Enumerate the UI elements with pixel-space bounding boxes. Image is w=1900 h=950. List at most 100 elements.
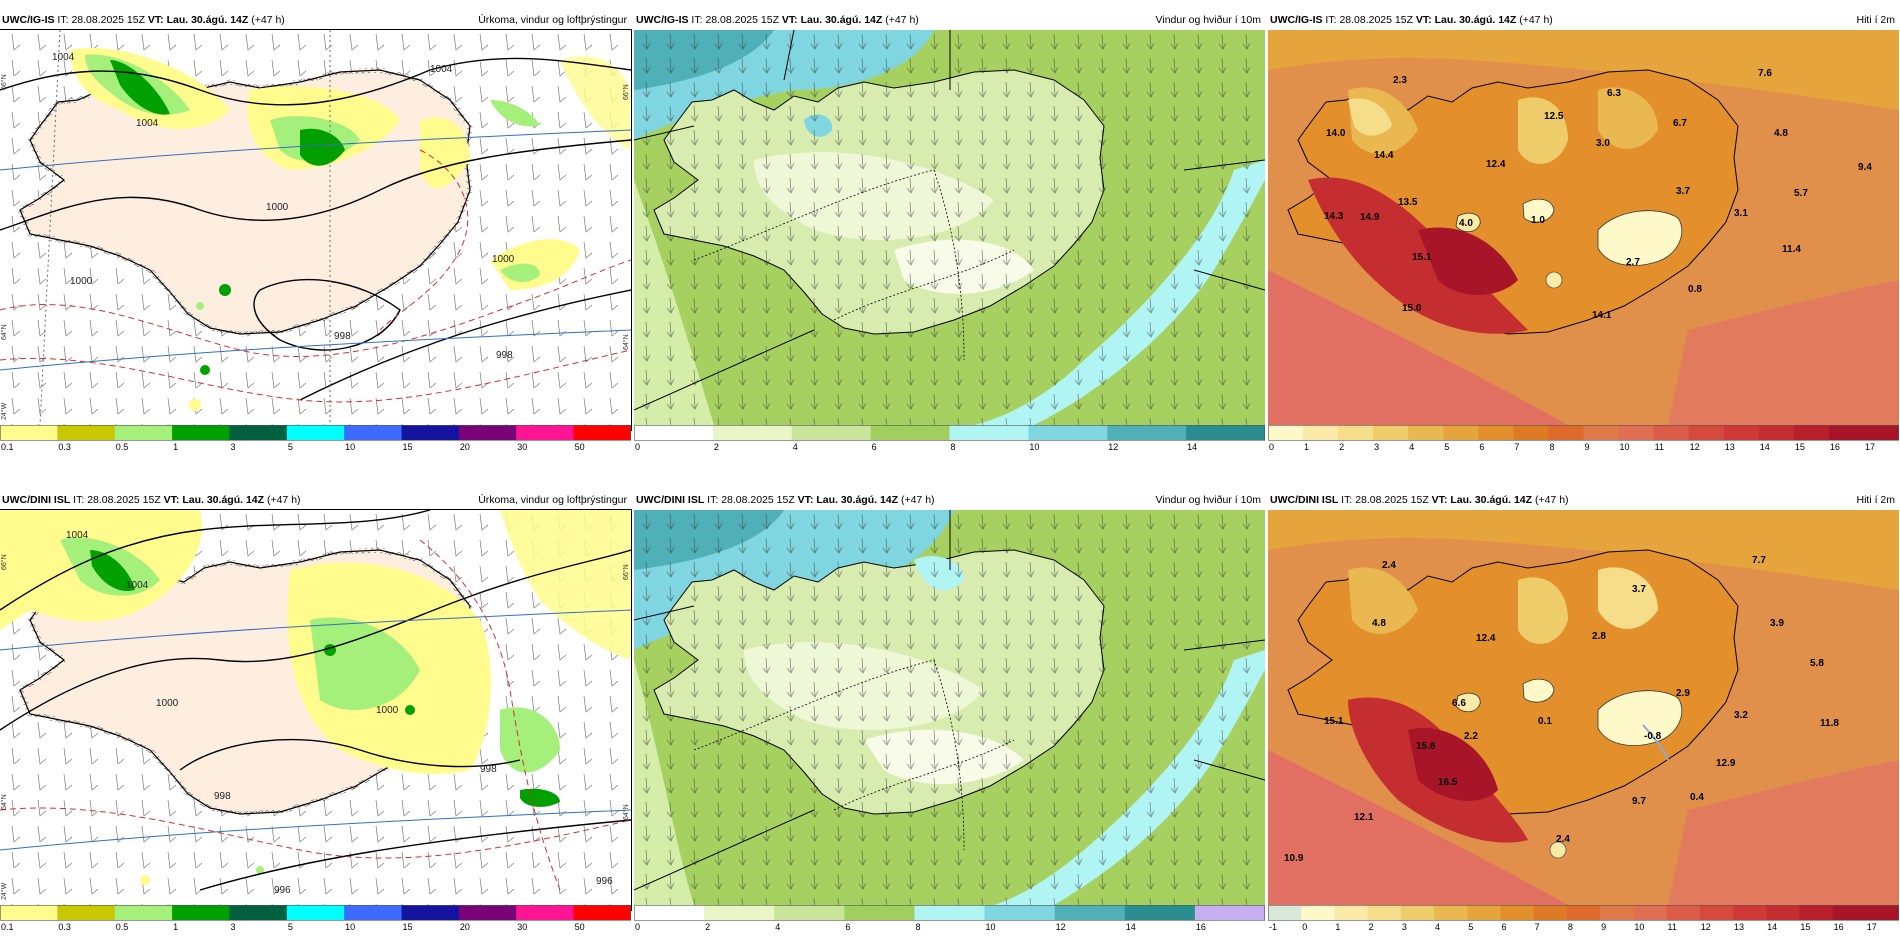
precip-colorbar-swatch [401, 905, 460, 920]
wind-colorbar-label: 0 [635, 922, 640, 932]
temp-colorbar-swatch [1723, 425, 1760, 440]
vt-label: VT: [781, 14, 798, 26]
wind-colorbar-swatch [712, 425, 793, 440]
temp-map[interactable]: 2.4 7.7 3.7 4.8 12.4 2.8 3.9 5.8 2.9 6.6… [1268, 510, 1899, 905]
vt-label: VT: [797, 494, 814, 506]
isobars [0, 57, 631, 401]
precip-map[interactable]: 1004 1004 1004 1000 1000 1000 998 998 66… [0, 30, 631, 425]
temp-colorbar-swatch [1666, 905, 1701, 920]
panel-temp-dini[interactable]: UWC/DINI ISL IT: 28.08.2025 15Z VT: Lau.… [1268, 490, 1899, 950]
temp-colorbar-swatch [1303, 425, 1339, 440]
wind-colorbar-label: 0 [635, 442, 640, 452]
it-label: IT: [1341, 494, 1353, 506]
panel-precip-dini[interactable]: UWC/DINI ISL IT: 28.08.2025 15Z VT: Lau.… [0, 490, 632, 950]
wind-colorbar-label: 6 [872, 442, 877, 452]
vt-value: Lau. 30.ágú. 14Z [1450, 494, 1533, 506]
wind-map[interactable] [634, 30, 1265, 425]
temp-label: 11.4 [1782, 244, 1801, 255]
temp-colorbar-swatch [1533, 905, 1568, 920]
temp-colorbar-label: 17 [1867, 922, 1877, 932]
temp-colorbar-swatch [1467, 905, 1501, 920]
precip-colorbar-label: 5 [288, 922, 293, 932]
vt-value: Lau. 30.ágú. 14Z [800, 14, 883, 26]
temp-colorbar-label: 15 [1795, 442, 1805, 452]
temp-colorbar-label: 6 [1501, 922, 1506, 932]
panel-title: Úrkoma, vindur og loftþrýstingur [478, 494, 627, 506]
temp-colorbar-label: 14 [1767, 922, 1777, 932]
grid-label: 64°N [622, 804, 630, 820]
temp-colorbar-label: 7 [1535, 922, 1540, 932]
temp-colorbar-label: 6 [1479, 442, 1484, 452]
temp-colorbar-label: -1 [1269, 922, 1277, 932]
temp-colorbar-label: 10 [1620, 442, 1630, 452]
temp-colorbar-label: 7 [1514, 442, 1519, 452]
precip-colorbar-label: 15 [403, 922, 413, 932]
precip-map[interactable]: 1004 1004 1000 1000 998 998 996 996 66°N… [0, 510, 631, 905]
precip-colorbar-swatch [229, 905, 288, 920]
temp-colorbar-label: 1 [1335, 922, 1340, 932]
wind-colorbar: 0 2 4 6 8 10 12 14 [634, 425, 1265, 452]
vt-value: Lau. 30.ágú. 14Z [816, 494, 899, 506]
temp-colorbar-swatch [1268, 425, 1304, 440]
it-value: 28.08.2025 15Z [1355, 494, 1429, 506]
grid-lines [0, 30, 631, 425]
wind-map[interactable] [634, 510, 1265, 905]
temp-colorbar-label: 8 [1549, 442, 1554, 452]
temp-colorbar-swatch [1478, 425, 1514, 440]
temp-colorbar-label: 14 [1760, 442, 1770, 452]
temp-colorbar-swatch [1863, 425, 1899, 440]
temp-label: 0.4 [1690, 792, 1704, 803]
temp-colorbar-swatch [1500, 905, 1535, 920]
temp-map[interactable]: 2.3 6.3 7.6 12.5 6.7 14.0 3.0 4.8 14.4 1… [1268, 30, 1899, 425]
temp-colorbar-label: 13 [1725, 442, 1735, 452]
temp-colorbar-label: 16 [1830, 442, 1840, 452]
wind-colorbar-label: 10 [1029, 442, 1039, 452]
grid-label: 24°W [0, 882, 8, 900]
temp-label: -0.8 [1644, 731, 1662, 742]
isobar-label: 1004 [126, 580, 149, 591]
temp-colorbar-label: 11 [1668, 922, 1677, 932]
precip-colorbar-outline [0, 425, 631, 441]
precip-colorbar-swatch [344, 425, 403, 440]
temp-label: 9.4 [1858, 162, 1872, 173]
panel-wind-dini[interactable]: UWC/DINI ISL IT: 28.08.2025 15Z VT: Lau.… [634, 490, 1265, 950]
precip-areas [0, 510, 631, 885]
grid-label: 66°N [622, 564, 630, 580]
temp-colorbar-label: 5 [1468, 922, 1473, 932]
temp-colorbar-swatch [1408, 425, 1444, 440]
precip-colorbar-label: 0.5 [116, 442, 129, 452]
temp-label: 14.3 [1324, 211, 1344, 222]
isobar-label: 996 [596, 876, 613, 887]
panel-precip-ig[interactable]: UWC/IG-IS IT: 28.08.2025 15Z VT: Lau. 30… [0, 10, 632, 470]
precip-colorbar-swatch [573, 905, 631, 920]
temp-colorbar-swatch [1688, 425, 1725, 440]
precip-colorbar-label: 0.5 [116, 922, 129, 932]
lead-time: (+47 h) [900, 494, 935, 506]
wind-colorbar-swatch [1186, 425, 1265, 440]
temp-label: 3.2 [1734, 710, 1748, 721]
temp-label: 3.1 [1734, 208, 1748, 219]
panel-title: Úrkoma, vindur og loftþrýstingur [478, 14, 627, 26]
wind-colorbar-swatch [1107, 425, 1187, 440]
temp-colorbar-swatch [1367, 905, 1402, 920]
temp-label: 15.0 [1402, 303, 1422, 314]
panel-temp-ig[interactable]: UWC/IG-IS IT: 28.08.2025 15Z VT: Lau. 30… [1268, 10, 1899, 470]
it-value: 28.08.2025 15Z [87, 494, 161, 506]
temp-label: 2.9 [1676, 688, 1690, 699]
precip-colorbar-swatch [0, 905, 58, 920]
precip-areas [70, 48, 630, 411]
precip-colorbar-swatch [57, 425, 116, 440]
temp-colorbar-label: 12 [1701, 922, 1711, 932]
panel-wind-ig[interactable]: UWC/IG-IS IT: 28.08.2025 15Z VT: Lau. 30… [634, 10, 1265, 470]
wind-colorbar-swatch [844, 905, 915, 920]
temp-colorbar-label: 4 [1409, 442, 1414, 452]
temp-colorbar-label: 9 [1601, 922, 1606, 932]
isobar-label: 1000 [266, 202, 289, 213]
wind-colorbar-swatch [1194, 905, 1265, 920]
vt-label: VT: [1415, 14, 1432, 26]
isobar-label: 1004 [66, 530, 89, 541]
precip-colorbar-swatch [114, 425, 173, 440]
wind-colorbar-swatch [870, 425, 951, 440]
panel-title: Vindur og hviður í 10m [1155, 494, 1261, 506]
thickness-lines [0, 539, 631, 891]
